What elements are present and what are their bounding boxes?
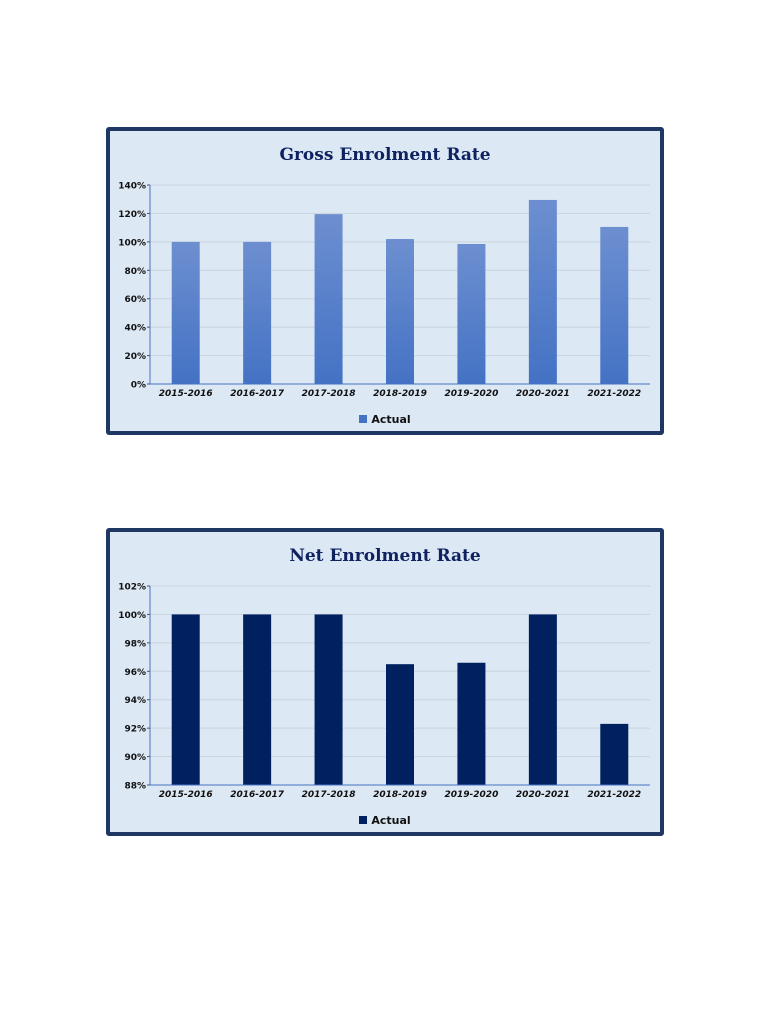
bar <box>314 214 343 384</box>
bar <box>457 662 486 785</box>
bar <box>528 199 557 384</box>
y-tick-label: 40% <box>124 324 146 334</box>
bar <box>600 226 629 384</box>
y-tick-label: 20% <box>124 352 146 362</box>
bar <box>171 241 200 384</box>
x-tick-label: 2019-2020 <box>445 790 499 800</box>
y-tick-label: 80% <box>124 267 146 277</box>
x-tick-label: 2021-2022 <box>587 790 641 800</box>
chart-legend: Actual <box>110 814 660 827</box>
bar <box>171 614 200 785</box>
x-tick-label: 2015-2016 <box>159 790 213 800</box>
bar <box>600 723 629 785</box>
gross-enrolment-plot: 0% 20% 40% 60% 80% 100% 120% 140% 2015-2016 2016-… <box>118 182 650 399</box>
x-tick-label: 2018-2019 <box>373 389 427 399</box>
x-tick-label: 2015-2016 <box>159 389 213 399</box>
x-tick-label: 2020-2021 <box>516 790 570 800</box>
bar <box>528 614 557 785</box>
chart-title: Net Enrolment Rate <box>289 546 481 566</box>
net-enrolment-chart: Net Enrolment Rate 88% 90% 92% 94% 96% 98% 100… <box>106 528 664 836</box>
y-tick-label: 140% <box>118 182 146 192</box>
x-tick-label: 2017-2018 <box>302 389 356 399</box>
legend-label: Actual <box>371 814 411 827</box>
bar <box>243 241 272 384</box>
y-tick-label: 94% <box>124 696 146 706</box>
legend-swatch <box>359 816 368 824</box>
chart-legend: Actual <box>110 413 660 426</box>
bar <box>243 614 272 785</box>
bar <box>386 664 414 785</box>
y-tick-label: 120% <box>118 210 146 220</box>
x-tick-label: 2016-2017 <box>230 389 285 399</box>
x-tick-label: 2021-2022 <box>587 389 641 399</box>
x-tick-label: 2018-2019 <box>373 790 427 800</box>
bar <box>314 614 343 785</box>
y-tick-label: 98% <box>124 639 146 649</box>
x-tick-label: 2020-2021 <box>516 389 570 399</box>
legend-swatch <box>359 415 368 423</box>
y-tick-label: 100% <box>118 238 146 248</box>
y-tick-label: 0% <box>131 381 146 391</box>
y-tick-label: 100% <box>118 611 146 621</box>
y-tick-label: 92% <box>124 725 146 735</box>
y-tick-label: 88% <box>124 782 146 792</box>
x-tick-label: 2017-2018 <box>302 790 356 800</box>
legend-label: Actual <box>371 413 411 426</box>
x-tick-label: 2019-2020 <box>445 389 499 399</box>
gross-enrolment-chart: Gross Enrolment Rate 0% 20% 40% 60% 80% 100% 1… <box>106 127 664 435</box>
y-tick-label: 96% <box>124 668 146 678</box>
y-tick-label: 102% <box>118 583 146 593</box>
bar <box>386 239 414 384</box>
y-tick-label: 90% <box>124 753 146 763</box>
bar <box>457 243 486 384</box>
net-enrolment-plot: 88% 90% 92% 94% 96% 98% 100% 102% 2015-2016 2016-… <box>118 583 650 800</box>
chart-title: Gross Enrolment Rate <box>279 145 491 165</box>
x-tick-label: 2016-2017 <box>230 790 285 800</box>
y-tick-label: 60% <box>124 295 146 305</box>
